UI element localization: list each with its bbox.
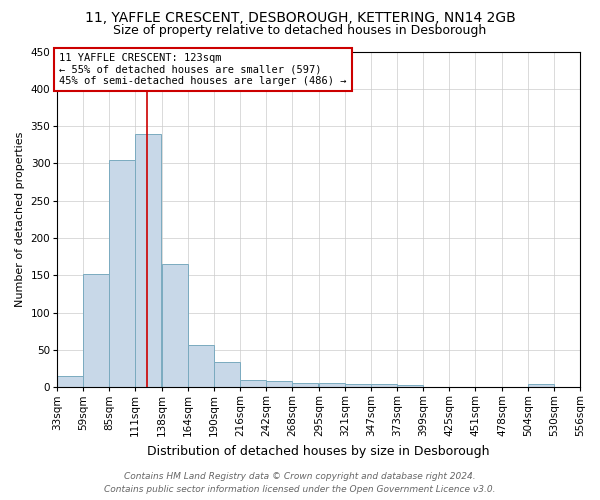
Bar [83, 274, 109, 387]
Bar [345, 384, 371, 387]
Bar [188, 344, 214, 387]
Bar [319, 384, 345, 387]
Bar [528, 384, 554, 387]
Bar [240, 380, 266, 387]
Text: Contains HM Land Registry data © Crown copyright and database right 2024.
Contai: Contains HM Land Registry data © Crown c… [104, 472, 496, 494]
Bar [397, 385, 423, 387]
Text: 11 YAFFLE CRESCENT: 123sqm
← 55% of detached houses are smaller (597)
45% of sem: 11 YAFFLE CRESCENT: 123sqm ← 55% of deta… [59, 53, 347, 86]
Bar [371, 384, 397, 387]
Bar [135, 134, 161, 387]
Bar [292, 382, 318, 387]
Text: Size of property relative to detached houses in Desborough: Size of property relative to detached ho… [113, 24, 487, 37]
Bar [57, 376, 83, 387]
Text: 11, YAFFLE CRESCENT, DESBOROUGH, KETTERING, NN14 2GB: 11, YAFFLE CRESCENT, DESBOROUGH, KETTERI… [85, 11, 515, 25]
Bar [162, 264, 188, 387]
Bar [266, 381, 292, 387]
Y-axis label: Number of detached properties: Number of detached properties [15, 132, 25, 307]
Bar [109, 160, 135, 387]
Bar [214, 362, 240, 387]
X-axis label: Distribution of detached houses by size in Desborough: Distribution of detached houses by size … [148, 444, 490, 458]
